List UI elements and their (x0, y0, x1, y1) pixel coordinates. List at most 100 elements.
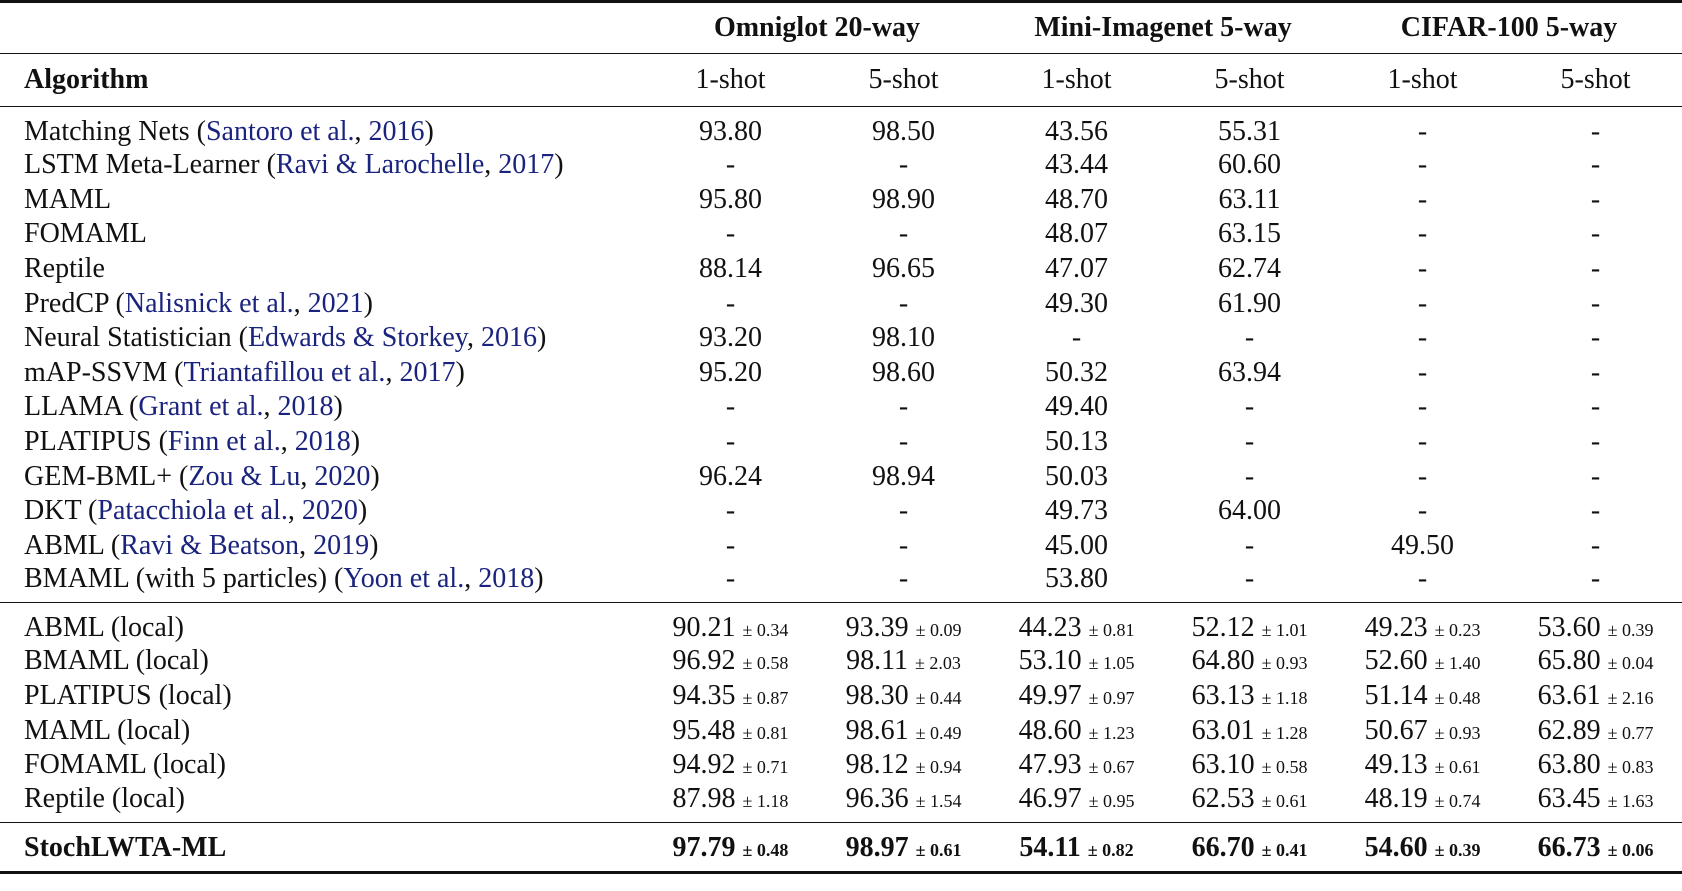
value-cell: - (1590, 563, 1601, 595)
value-cell: - (898, 563, 909, 595)
value-cell: 63.80 ± 0.83 (1509, 748, 1682, 783)
table-section: ABML (local) 90.21 ± 0.34 93.39 ± 0.09 44.2… (0, 602, 1682, 823)
std: ± 1.63 (1607, 790, 1654, 811)
table-row: PLATIPUSFinn et al.2018--50.13--- (0, 425, 1682, 460)
citation: Finn et al.2018 (152, 426, 360, 457)
value-cell: 98.12 ± 0.94 (817, 748, 990, 783)
citation-year: 2016 (355, 116, 425, 147)
std: ± 0.39 (1607, 620, 1654, 641)
value-cell: - (1590, 460, 1601, 492)
value: 62.53 (1191, 782, 1255, 814)
value-cell: 63.94 (1218, 356, 1282, 388)
std: ± 0.77 (1607, 722, 1654, 743)
citation-year: 2020 (300, 461, 370, 492)
group-header: CIFAR-100 5-way (1336, 1, 1682, 54)
citation-authors: Nalisnick et al. (124, 287, 294, 319)
std: ± 1.18 (1261, 688, 1308, 709)
value-cell: 49.23 ± 0.23 (1336, 603, 1509, 645)
method-cell: PLATIPUS (local) (0, 679, 644, 714)
value-cell: 62.89 ± 0.77 (1509, 713, 1682, 748)
value-cell: 49.13 ± 0.61 (1336, 748, 1509, 783)
value-cell: - (1244, 460, 1255, 492)
value: 94.35 (672, 680, 736, 712)
value-cell: 95.48 ± 0.81 (644, 713, 817, 748)
value-cell: 96.36 ± 1.54 (817, 783, 990, 823)
table-row: Matching NetsSantoro et al.201693.8098.5… (0, 107, 1682, 149)
value: 52.60 (1364, 645, 1428, 677)
method-name: LLAMA (24, 391, 122, 423)
table-row: FOMAML (local) 94.92 ± 0.71 98.12 ± 0.94 47… (0, 748, 1682, 783)
std: ± 0.58 (1261, 757, 1308, 778)
blank-header (0, 1, 644, 54)
value: 66.73 (1537, 831, 1601, 863)
citation-authors: Yoon et al. (343, 563, 465, 595)
table-section: Matching NetsSantoro et al.201693.8098.5… (0, 107, 1682, 603)
citation: Patacchiola et al.2020 (81, 495, 367, 526)
std: ± 0.94 (915, 757, 962, 778)
citation-year: 2019 (299, 530, 369, 561)
method-name: ABML (local) (24, 612, 184, 644)
value-cell: - (1417, 460, 1428, 492)
method-cell: MAML (0, 183, 644, 218)
method-name: Reptile (local) (24, 782, 185, 814)
value-cell: - (725, 149, 736, 181)
value: 44.23 (1018, 612, 1082, 644)
std: ± 0.23 (1434, 620, 1481, 641)
value: 98.61 (845, 714, 909, 746)
value-cell: 87.98 ± 1.18 (644, 783, 817, 823)
citation: Nalisnick et al.2021 (109, 288, 373, 319)
std: ± 0.97 (1088, 688, 1135, 709)
value-cell: 49.40 (1045, 391, 1109, 423)
value-cell: 98.61 ± 0.49 (817, 713, 990, 748)
std: ± 0.48 (1434, 688, 1481, 709)
method-cell: MAML (local) (0, 713, 644, 748)
value-cell: - (1244, 529, 1255, 561)
value: 48.60 (1018, 714, 1082, 746)
method-cell: BMAML (with 5 particles)Yoon et al.2018 (0, 563, 644, 603)
method-cell: LLAMAGrant et al.2018 (0, 390, 644, 425)
value: 52.12 (1191, 612, 1255, 644)
value-cell: 49.30 (1045, 287, 1109, 319)
value-cell: - (725, 563, 736, 595)
method-cell: ABMLRavi & Beatson2019 (0, 529, 644, 564)
std: ± 1.54 (915, 790, 962, 811)
value-cell: 44.23 ± 0.81 (990, 603, 1163, 645)
value-cell: 43.56 (1045, 116, 1109, 147)
value-cell: - (725, 426, 736, 458)
method-name: Neural Statistician (24, 322, 232, 354)
value-cell: 63.10 ± 0.58 (1163, 748, 1336, 783)
value-cell: 47.07 (1045, 253, 1109, 285)
citation-year: 2020 (288, 495, 358, 526)
value-cell: 48.19 ± 0.74 (1336, 783, 1509, 823)
value-cell: - (1417, 218, 1428, 250)
citation: Zou & Lu2020 (172, 461, 380, 492)
method-name: MAML (24, 183, 112, 215)
value-cell: - (1590, 253, 1601, 285)
value-cell: - (1590, 391, 1601, 423)
table-row: BMAML (with 5 particles)Yoon et al.2018 -… (0, 563, 1682, 603)
value: 63.61 (1537, 680, 1601, 712)
method-name: StochLWTA-ML (24, 831, 227, 863)
table-row: MAML 95.80 98.90 48.70 63.11 - - (0, 183, 1682, 218)
value-cell: 98.30 ± 0.44 (817, 679, 990, 714)
std: ± 1.18 (742, 790, 789, 811)
value: 95.48 (672, 714, 736, 746)
value-cell: 64.80 ± 0.93 (1163, 644, 1336, 679)
value-cell: 53.10 ± 1.05 (990, 644, 1163, 679)
value-cell: - (1417, 287, 1428, 319)
value-cell: 63.61 ± 2.16 (1509, 679, 1682, 714)
value: 49.97 (1018, 680, 1082, 712)
method-cell: FOMAML (local) (0, 748, 644, 783)
std: ± 0.09 (915, 620, 962, 641)
std: ± 0.83 (1607, 757, 1654, 778)
std: ± 0.34 (742, 620, 789, 641)
value: 49.13 (1364, 749, 1428, 781)
std: ± 0.93 (1434, 722, 1481, 743)
std: ± 0.67 (1088, 757, 1135, 778)
std: ± 1.28 (1261, 722, 1308, 743)
value-cell: 98.90 (872, 183, 935, 215)
std: ± 2.16 (1607, 688, 1654, 709)
value-cell: 61.90 (1218, 287, 1282, 319)
